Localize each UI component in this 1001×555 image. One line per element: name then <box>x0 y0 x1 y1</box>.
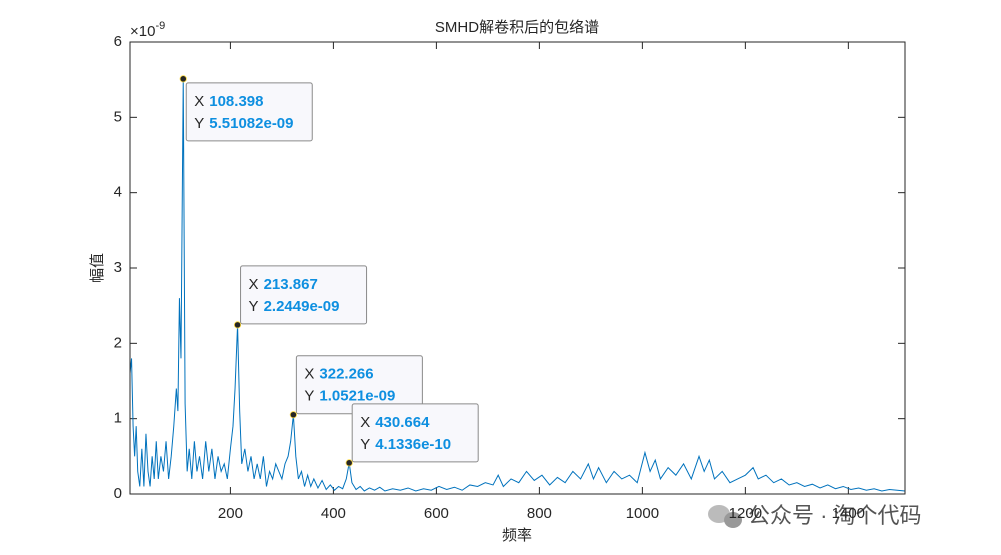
datatip-y-value: 2.2449e-09 <box>264 298 340 315</box>
watermark: 公众号 · 淘个代码 <box>748 503 922 528</box>
datatip-x-value: 430.664 <box>375 414 430 431</box>
datatip-x-name: X <box>360 414 370 431</box>
datatip-box <box>240 265 368 325</box>
datatip-y: Y 4.1336e-10 <box>360 436 451 453</box>
y-tick-label: 0 <box>114 485 122 502</box>
x-tick-label: 600 <box>424 505 449 522</box>
datatip-x-value: 108.398 <box>209 93 263 110</box>
y-exponent-base: ×10 <box>130 23 155 40</box>
y-tick-label: 3 <box>114 259 122 276</box>
datatip-x-name: X <box>194 93 204 110</box>
datatip-y-name: Y <box>304 388 314 405</box>
datatip-y-value: 5.51082e-09 <box>209 115 293 132</box>
datatip-y-value: 1.0521e-09 <box>319 388 395 405</box>
x-tick-label: 800 <box>527 505 552 522</box>
datatip-y: Y 1.0521e-09 <box>304 388 395 405</box>
datatip-box <box>351 403 479 463</box>
datatip-y: Y 2.2449e-09 <box>249 298 340 315</box>
datatip-y-name: Y <box>194 115 204 132</box>
datatip-y-name: Y <box>249 298 259 315</box>
line-series <box>129 78 906 492</box>
y-tick-label: 1 <box>114 410 122 427</box>
datatip-x: X 430.664 <box>360 414 430 431</box>
y-tick-label: 4 <box>114 184 122 201</box>
datatip-box <box>185 82 313 142</box>
datatip-x: X 213.867 <box>249 276 318 293</box>
datatip: X 322.266 Y 1.0521e-09 <box>295 355 423 415</box>
axes-box <box>129 41 906 495</box>
x-tick-label: 1000 <box>626 505 659 522</box>
x-tick-label: 1400 <box>832 505 865 522</box>
datatip-marker <box>233 321 242 329</box>
watermark-icon <box>708 505 742 528</box>
y-tick-label: 2 <box>114 334 122 351</box>
datatip-y-name: Y <box>360 436 370 453</box>
datatip-y: Y 5.51082e-09 <box>194 115 293 132</box>
datatip-x: X 322.266 <box>304 366 373 383</box>
x-tick-label: 1200 <box>729 505 762 522</box>
y-exponent: ×10-9 <box>130 20 165 40</box>
datatip-x-value: 322.266 <box>319 366 373 383</box>
datatip-x-value: 213.867 <box>264 276 318 293</box>
datatip: X 430.664 Y 4.1336e-10 <box>351 403 479 463</box>
datatip-x-name: X <box>249 276 259 293</box>
x-tick-label: 200 <box>218 505 243 522</box>
datatip-y-value: 4.1336e-10 <box>375 436 451 453</box>
datatip-marker <box>289 411 297 419</box>
y-axis-label: 幅值 <box>89 253 106 283</box>
x-tick-label: 400 <box>321 505 346 522</box>
datatip-x-name: X <box>304 366 314 383</box>
datatip: X 213.867 Y 2.2449e-09 <box>240 265 368 325</box>
y-tick-label: 5 <box>114 108 122 125</box>
y-exponent-power: -9 <box>155 20 165 32</box>
datatip-marker <box>345 459 353 467</box>
datatip-x: X 108.398 <box>194 93 263 110</box>
datatip: X 108.398 Y 5.51082e-09 <box>185 82 313 142</box>
y-tick-label: 6 <box>114 33 122 50</box>
x-axis-label: 频率 <box>502 527 532 544</box>
chart-title: SMHD解卷积后的包络谱 <box>435 19 599 36</box>
datatip-marker <box>179 75 187 83</box>
